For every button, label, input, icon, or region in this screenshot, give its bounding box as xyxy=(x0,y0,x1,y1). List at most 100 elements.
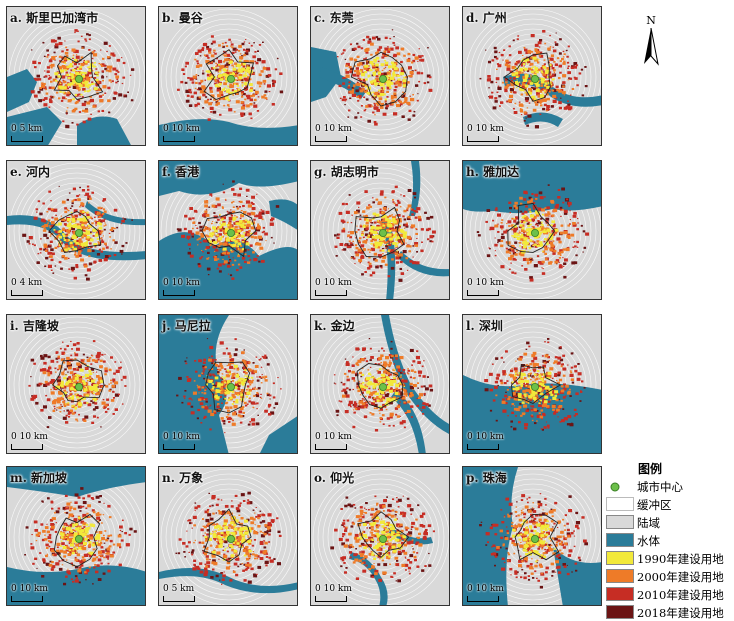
built-up-patch xyxy=(88,404,89,405)
built-up-patch xyxy=(489,229,491,230)
built-up-patch xyxy=(100,426,102,427)
built-up-patch xyxy=(233,201,235,203)
built-up-patch xyxy=(555,43,558,46)
built-up-patch xyxy=(360,262,362,263)
built-up-patch xyxy=(524,268,527,271)
built-up-patch xyxy=(253,258,257,261)
built-up-patch xyxy=(48,191,51,193)
built-up-patch xyxy=(566,248,570,251)
built-up-patch xyxy=(356,72,360,75)
built-up-patch xyxy=(90,233,92,234)
built-up-patch xyxy=(553,74,555,76)
built-up-patch xyxy=(388,78,390,79)
built-up-patch xyxy=(400,393,403,396)
built-up-patch xyxy=(510,263,512,264)
built-up-patch xyxy=(195,106,197,107)
built-up-patch xyxy=(407,59,411,62)
built-up-patch xyxy=(187,379,191,382)
built-up-patch xyxy=(535,198,537,200)
built-up-patch xyxy=(244,261,247,263)
built-up-patch xyxy=(185,66,187,68)
built-up-patch xyxy=(65,52,69,55)
built-up-patch xyxy=(43,220,47,223)
built-up-patch xyxy=(403,195,405,197)
built-up-patch xyxy=(407,208,409,210)
built-up-patch xyxy=(217,268,219,270)
built-up-patch xyxy=(99,63,101,64)
built-up-patch xyxy=(408,118,411,121)
built-up-patch xyxy=(347,234,350,236)
built-up-patch xyxy=(112,391,115,393)
built-up-patch xyxy=(243,74,247,77)
built-up-patch xyxy=(379,46,382,49)
built-up-patch xyxy=(64,223,67,225)
built-up-patch xyxy=(39,248,42,250)
built-up-patch xyxy=(365,65,368,68)
built-up-patch xyxy=(529,102,531,103)
built-up-patch xyxy=(257,255,259,257)
built-up-patch xyxy=(235,348,238,350)
built-up-patch xyxy=(264,376,267,378)
built-up-patch xyxy=(238,414,241,416)
built-up-patch xyxy=(261,398,262,399)
built-up-patch xyxy=(78,243,80,245)
built-up-patch xyxy=(530,75,531,76)
built-up-patch xyxy=(86,386,88,387)
built-up-patch xyxy=(224,54,227,56)
built-up-patch xyxy=(367,267,370,270)
built-up-patch xyxy=(234,62,237,65)
built-up-patch xyxy=(82,103,86,106)
built-up-patch xyxy=(564,94,565,95)
built-up-patch xyxy=(213,67,215,69)
built-up-patch xyxy=(537,220,539,222)
built-up-patch xyxy=(231,239,233,241)
built-up-patch xyxy=(387,244,389,245)
built-up-patch xyxy=(219,71,221,73)
built-up-patch xyxy=(216,406,219,409)
built-up-patch xyxy=(238,248,239,249)
built-up-patch xyxy=(573,66,577,69)
built-up-patch xyxy=(557,57,559,59)
built-up-patch xyxy=(207,268,211,271)
built-up-patch xyxy=(111,82,112,83)
built-up-patch xyxy=(573,212,577,215)
built-up-patch xyxy=(369,38,372,40)
built-up-patch xyxy=(82,189,85,192)
built-up-patch xyxy=(214,223,215,224)
built-up-patch xyxy=(415,70,417,72)
built-up-patch xyxy=(349,58,353,61)
built-up-patch xyxy=(224,69,227,71)
built-up-patch xyxy=(180,81,183,83)
built-up-patch xyxy=(91,422,94,424)
built-up-patch xyxy=(388,208,389,209)
built-up-patch xyxy=(253,362,255,364)
built-up-patch xyxy=(197,385,198,386)
built-up-patch xyxy=(393,54,397,57)
built-up-patch xyxy=(382,242,384,244)
built-up-patch xyxy=(218,64,220,66)
built-up-patch xyxy=(268,404,271,407)
built-up-patch xyxy=(562,257,563,258)
built-up-patch xyxy=(95,233,98,236)
built-up-patch xyxy=(560,232,564,235)
built-up-patch xyxy=(65,47,67,49)
built-up-patch xyxy=(87,189,90,191)
built-up-patch xyxy=(250,384,252,386)
built-up-patch xyxy=(388,224,392,227)
built-up-patch xyxy=(362,84,364,85)
built-up-patch xyxy=(546,206,550,209)
built-up-patch xyxy=(102,85,106,88)
built-up-patch xyxy=(376,237,378,239)
built-up-patch xyxy=(246,196,248,197)
built-up-patch xyxy=(37,75,41,78)
built-up-patch xyxy=(563,248,566,250)
panel-title: i. 吉隆坡 xyxy=(10,317,59,334)
built-up-patch xyxy=(110,248,112,249)
built-up-patch xyxy=(272,103,275,106)
built-up-patch xyxy=(64,410,66,411)
built-up-patch xyxy=(547,213,550,216)
built-up-patch xyxy=(568,66,570,68)
built-up-patch xyxy=(346,75,350,78)
built-up-patch xyxy=(60,411,62,412)
built-up-patch xyxy=(535,103,538,106)
